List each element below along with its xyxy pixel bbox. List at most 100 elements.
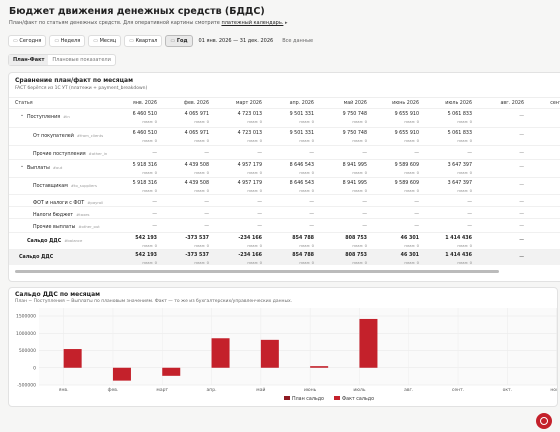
cell-plan: план: 0 — [352, 138, 367, 143]
cell-value: — — [362, 212, 367, 217]
cell-value: -373 537 — [185, 253, 209, 258]
legend-swatch — [334, 396, 340, 400]
cell-value: 854 788 — [292, 236, 314, 241]
scrollbar[interactable] — [15, 270, 499, 273]
cell-plan: план: 0 — [352, 188, 367, 193]
cell-value: 3 647 397 — [447, 163, 472, 168]
row-tag: #balance — [64, 238, 83, 243]
y-tick-label: 1000000 — [16, 331, 36, 337]
period-button[interactable]: Месяц — [88, 34, 122, 47]
cell-value: — — [467, 224, 472, 229]
cell-value: — — [519, 183, 524, 188]
chart: -500000 0 500000 1000000 1500000 янв. фев. март… — [16, 308, 557, 402]
cell-value: 9 750 748 — [342, 112, 367, 117]
filter-bar: СегодняНеделяМесяцКварталГод 01 янв. 2026… — [8, 34, 314, 47]
period-button[interactable]: Год — [165, 34, 193, 47]
chart-title: Сальдо ДДС по месяцам — [15, 291, 101, 298]
cell-value: 8 646 543 — [289, 163, 314, 168]
cell-value: 1 414 436 — [445, 253, 472, 258]
column-header: июль 2026 — [445, 101, 472, 106]
cell-plan: план: 0 — [299, 170, 314, 175]
cell-value: 4 065 971 — [184, 112, 209, 117]
x-tick-label: июнь — [304, 388, 317, 393]
cell-value: -234 166 — [238, 236, 262, 241]
cell-value: — — [519, 238, 524, 243]
period-button[interactable]: Неделя — [49, 34, 86, 47]
cell-plan: план: 0 — [404, 170, 419, 175]
cell-plan: план: 0 — [404, 243, 419, 248]
cell-value: 9 501 331 — [289, 112, 314, 117]
cell-value: -373 537 — [185, 236, 209, 241]
cell-plan: план: 0 — [142, 119, 157, 124]
cell-plan: план: 0 — [299, 260, 314, 265]
period-button[interactable]: Квартал — [124, 34, 163, 47]
calendar-link[interactable]: платежный календарь. — [221, 20, 284, 26]
cell-value: 46 301 — [400, 236, 419, 241]
cell-value: — — [519, 200, 524, 205]
expand-chevron: ⌄ — [20, 164, 25, 169]
cell-value: — — [204, 212, 209, 217]
cell-value: — — [414, 151, 419, 156]
cell-value: 4 439 508 — [184, 181, 209, 186]
cell-plan: план: 0 — [299, 119, 314, 124]
cell-plan: план: 0 — [194, 243, 209, 248]
cell-value: — — [362, 151, 367, 156]
row-label: Поступления #in — [27, 114, 70, 120]
tab[interactable]: План-Факт — [9, 55, 49, 65]
x-tick-label: май — [256, 386, 265, 393]
chat-button[interactable] — [535, 412, 553, 430]
table-title: Сравнение план/факт по месяцам — [15, 77, 133, 84]
y-tick-label: 0 — [33, 365, 36, 371]
legend-label: План сальдо — [292, 396, 324, 402]
cell-plan: план: 0 — [247, 260, 262, 265]
cell-value: — — [519, 255, 524, 260]
bar — [211, 338, 230, 368]
cell-value: — — [519, 133, 524, 138]
cell-plan: план: 0 — [457, 138, 472, 143]
y-tick-label: 500000 — [19, 348, 36, 354]
column-header: сент. 2026 — [550, 101, 560, 106]
row-tag: #payroll — [87, 200, 104, 205]
period-button[interactable]: Сегодня — [8, 34, 47, 47]
cell-value: — — [414, 212, 419, 217]
date-range[interactable]: 01 янв. 2026 — 31 дек. 2026 — [198, 37, 274, 44]
column-header: март 2026 — [235, 101, 262, 106]
x-tick-label: авг. — [404, 388, 413, 393]
column-header: янв. 2026 — [132, 101, 157, 106]
row-divider — [9, 206, 560, 207]
cell-value: — — [152, 224, 157, 229]
all-data[interactable]: Все данные — [282, 37, 314, 44]
cell-value: — — [204, 200, 209, 205]
cell-value: 46 301 — [400, 253, 419, 258]
cell-plan: план: 0 — [194, 138, 209, 143]
cell-value: — — [467, 200, 472, 205]
cell-value: 808 753 — [345, 253, 367, 258]
cell-value: — — [467, 212, 472, 217]
row-tag: #to_suppliers — [70, 183, 97, 188]
row-divider — [9, 194, 560, 195]
total-row-bg — [9, 250, 560, 265]
cell-value: 542 193 — [135, 253, 157, 258]
cell-value: — — [519, 212, 524, 217]
chat-icon — [540, 417, 548, 425]
cell-plan: план: 0 — [457, 119, 472, 124]
column-header: апр. 2026 — [289, 101, 314, 106]
cell-value: 9 589 609 — [394, 163, 419, 168]
cell-plan: план: 0 — [194, 119, 209, 124]
column-header: фев. 2026 — [183, 101, 209, 106]
column-header: май 2026 — [343, 101, 367, 106]
cell-value: 9 750 748 — [342, 131, 367, 136]
row-label-text: ФОТ и налоги с ФОТ — [33, 201, 85, 206]
legend-swatch — [284, 396, 290, 400]
cell-plan: план: 0 — [142, 243, 157, 248]
cell-plan: план: 0 — [142, 138, 157, 143]
cell-value: 9 589 609 — [394, 181, 419, 186]
row-label: От покупателей #from_clients — [33, 133, 103, 139]
table-note: FACT берётся из 1С УТ (платежи + payment… — [15, 86, 148, 91]
cell-value: — — [519, 165, 524, 170]
bar — [162, 367, 181, 376]
row-tag: #taxes — [76, 212, 90, 217]
cell-value: — — [152, 151, 157, 156]
tab[interactable]: Плановые показатели — [52, 57, 111, 63]
